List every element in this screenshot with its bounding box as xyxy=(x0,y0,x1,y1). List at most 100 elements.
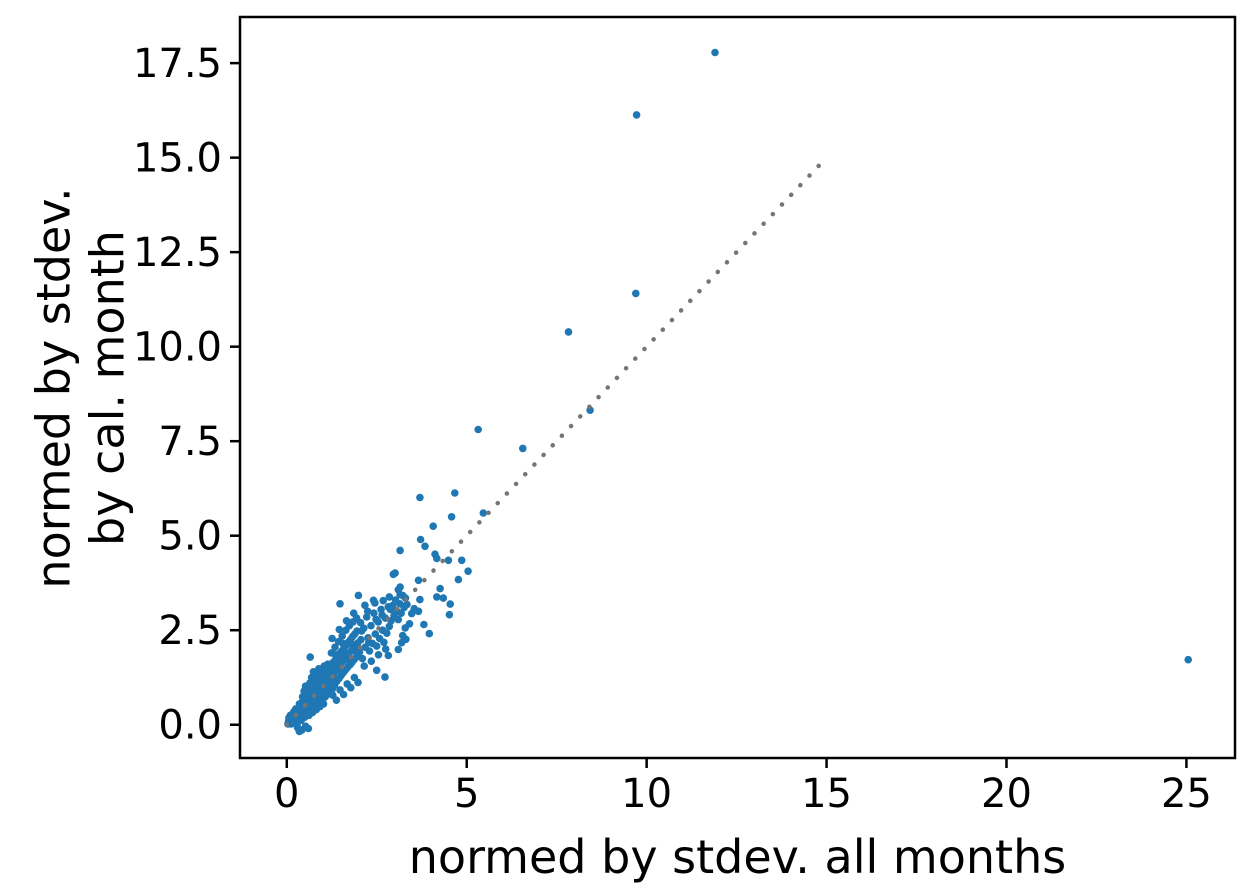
y-tick-label: 0.0 xyxy=(158,703,222,749)
scatter-point xyxy=(354,591,363,600)
x-tick-label: 10 xyxy=(621,771,672,817)
scatter-point xyxy=(380,638,388,647)
scatter-point xyxy=(394,645,403,654)
scatter-point xyxy=(451,489,459,497)
scatter-point xyxy=(397,609,406,617)
scatter-point xyxy=(414,576,423,585)
scatter-point xyxy=(711,48,719,57)
scatter-point xyxy=(339,639,347,648)
scatter-point xyxy=(429,522,438,530)
scatter-point xyxy=(420,620,428,629)
scatter-point xyxy=(1184,655,1192,664)
scatter-point xyxy=(306,653,315,661)
scatter-point xyxy=(378,611,386,619)
scatter-point xyxy=(355,648,364,656)
scatter-point xyxy=(305,701,314,709)
scatter-point xyxy=(331,643,339,651)
scatter-point xyxy=(295,727,304,736)
scatter-point xyxy=(401,624,410,632)
scatter-point xyxy=(348,640,357,649)
y-tick-label: 12.5 xyxy=(133,230,222,276)
scatter-point xyxy=(356,618,365,627)
scatter-point xyxy=(304,724,313,733)
scatter-point xyxy=(371,599,379,607)
y-tick-label: 17.5 xyxy=(133,41,222,87)
scatter-point xyxy=(454,575,463,584)
scatter-point xyxy=(436,584,444,593)
scatter-point xyxy=(444,556,453,565)
y-axis-label-line1: normed by stdev. xyxy=(26,186,80,589)
scatter-point xyxy=(374,651,383,659)
scatter-point xyxy=(403,600,411,609)
scatter-point xyxy=(416,535,425,544)
x-tick-label: 25 xyxy=(1161,771,1212,817)
scatter-point xyxy=(632,111,641,119)
scatter-point xyxy=(397,638,406,647)
y-tick-label: 2.5 xyxy=(158,608,222,654)
scatter-point xyxy=(439,594,448,602)
y-tick-label: 10.0 xyxy=(133,325,222,371)
scatter-point xyxy=(464,567,472,575)
x-tick-label: 5 xyxy=(454,771,479,817)
scatter-point xyxy=(519,444,527,453)
scatter-point xyxy=(347,683,355,692)
scatter-point xyxy=(385,593,394,601)
scatter-point xyxy=(384,651,393,660)
y-tick-label: 5.0 xyxy=(158,514,222,560)
scatter-point xyxy=(632,289,640,298)
scatter-point xyxy=(388,601,397,610)
scatter-point xyxy=(372,642,381,650)
scatter-point xyxy=(370,609,378,617)
scatter-point xyxy=(421,542,429,551)
y-axis-label-line2: by cal. month xyxy=(80,229,134,546)
scatter-point xyxy=(433,554,441,563)
scatter-point xyxy=(394,615,403,624)
y-tick-label: 15.0 xyxy=(133,136,222,182)
scatter-point xyxy=(396,583,404,591)
scatter-point xyxy=(319,700,328,708)
scatter-point xyxy=(341,649,349,657)
scatter-point xyxy=(447,513,456,521)
scatter-point xyxy=(306,691,315,699)
scatter-point xyxy=(354,678,362,687)
scatter-point xyxy=(335,625,344,634)
x-axis-label: normed by stdev. all months xyxy=(408,830,1067,884)
scatter-point xyxy=(331,651,340,659)
scatter-point xyxy=(381,645,390,653)
scatter-point xyxy=(367,657,376,665)
x-tick-label: 15 xyxy=(801,771,852,817)
scatter-point xyxy=(334,659,342,668)
scatter-point xyxy=(416,595,424,604)
scatter-point xyxy=(564,328,573,336)
scatter-point xyxy=(357,635,365,644)
scatter-point xyxy=(336,600,344,608)
scatter-point xyxy=(363,607,372,616)
identity-line xyxy=(284,155,829,727)
y-tick-label: 7.5 xyxy=(158,419,222,465)
scatter-point xyxy=(474,425,483,434)
scatter-point xyxy=(479,509,488,517)
scatter-point xyxy=(425,629,434,638)
scatter-point xyxy=(317,686,326,695)
y-axis-label: normed by stdev. by cal. month xyxy=(26,17,134,758)
scatter-point xyxy=(379,596,388,605)
scatter-point xyxy=(358,654,367,663)
scatter-point xyxy=(365,638,373,647)
scatter-point xyxy=(445,610,454,619)
scatter-point xyxy=(457,556,466,565)
scatter-point xyxy=(367,621,375,630)
scatter-point xyxy=(377,605,385,614)
scatter-point xyxy=(446,600,455,608)
scatter-point xyxy=(362,613,371,621)
scatter-point xyxy=(414,607,423,616)
plot-border xyxy=(238,15,1237,760)
scatter-point xyxy=(383,629,391,637)
scatter-point xyxy=(328,634,336,643)
scatter-point xyxy=(396,546,404,555)
x-tick-label: 20 xyxy=(981,771,1032,817)
scatter-point xyxy=(311,701,319,709)
scatter-point xyxy=(381,673,389,681)
scatter-point xyxy=(342,617,351,625)
